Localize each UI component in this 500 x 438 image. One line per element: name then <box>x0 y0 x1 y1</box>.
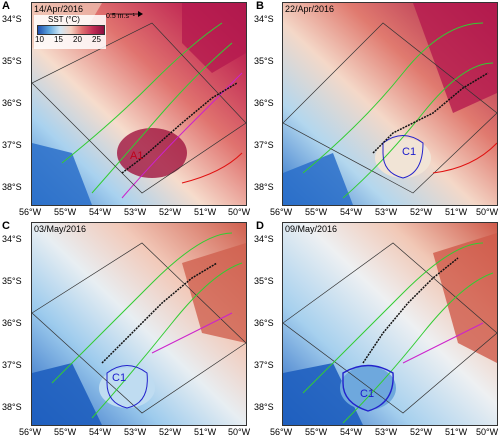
lat-label-c-34: 34°S <box>2 234 22 244</box>
lat-label-a-34: 34°S <box>2 14 22 24</box>
colorbar-tick-10: 10 <box>35 35 44 44</box>
lat-label-b-38: 38°S <box>254 182 274 192</box>
panel-label-b: B <box>256 0 264 12</box>
date-label-c: 03/May/2016 <box>34 224 87 234</box>
lon-label-c-56: 56°W <box>19 427 42 437</box>
lon-label-d-55: 55°W <box>305 427 328 437</box>
sst-map-d <box>283 223 497 425</box>
lon-label-b-51: 51°W <box>445 207 468 217</box>
lat-label-a-36: 36°S <box>2 98 22 108</box>
lat-label-d-34: 34°S <box>254 234 274 244</box>
lat-label-c-36: 36°S <box>2 318 22 328</box>
lon-label-b-52: 52°W <box>410 207 433 217</box>
lon-label-a-55: 55°W <box>54 207 77 217</box>
lat-label-d-38: 38°S <box>254 402 274 412</box>
lat-label-d-37: 37°S <box>254 360 274 370</box>
lat-label-a-37: 37°S <box>2 140 22 150</box>
lat-label-b-35: 35°S <box>254 56 274 66</box>
colorbar-tick-20: 20 <box>73 35 82 44</box>
lat-label-c-35: 35°S <box>2 276 22 286</box>
sst-map-c <box>32 223 246 425</box>
sst-map-b <box>283 3 497 205</box>
lat-label-d-36: 36°S <box>254 318 274 328</box>
sst-map-a <box>32 3 246 205</box>
lon-label-b-55: 55°W <box>305 207 328 217</box>
lon-label-c-51: 51°W <box>194 427 217 437</box>
lat-label-b-34: 34°S <box>254 14 274 24</box>
date-label-b: 22/Apr/2016 <box>285 4 335 14</box>
lat-label-c-37: 37°S <box>2 360 22 370</box>
lat-label-a-38: 38°S <box>2 182 22 192</box>
lon-label-c-54: 54°W <box>89 427 112 437</box>
lon-label-a-54: 54°W <box>89 207 112 217</box>
map-panel-d <box>282 222 498 426</box>
lon-label-a-53: 53°W <box>124 207 147 217</box>
scale-arrow-icon <box>110 11 143 17</box>
lon-label-b-54: 54°W <box>340 207 363 217</box>
lon-label-c-52: 52°W <box>159 427 182 437</box>
lon-label-b-56: 56°W <box>270 207 293 217</box>
lon-label-a-51: 51°W <box>194 207 217 217</box>
eddy-label-a: A1 <box>130 150 144 162</box>
colorbar-gradient <box>37 25 105 35</box>
lat-label-d-35: 35°S <box>254 276 274 286</box>
colorbar: SST (°C) 10 15 20 25 <box>34 15 106 49</box>
map-panel-a <box>31 2 247 206</box>
map-panel-c <box>31 222 247 426</box>
scale-arrow-label: 0.5 m.s⁻¹ <box>106 13 135 20</box>
colorbar-title: SST (°C) <box>48 15 80 24</box>
lat-label-b-37: 37°S <box>254 140 274 150</box>
date-label-d: 09/May/2016 <box>285 224 338 234</box>
date-label-a: 14/Apr/2016 <box>34 4 84 14</box>
panel-label-a: A <box>2 0 10 12</box>
lat-label-b-36: 36°S <box>254 98 274 108</box>
eddy-label-c: C1 <box>112 372 127 384</box>
lon-label-d-56: 56°W <box>270 427 293 437</box>
lon-label-a-50: 50°W <box>228 207 251 217</box>
eddy-label-d: C1 <box>360 388 375 400</box>
colorbar-tick-15: 15 <box>54 35 63 44</box>
lon-label-d-54: 54°W <box>340 427 363 437</box>
lon-label-a-52: 52°W <box>159 207 182 217</box>
lon-label-c-53: 53°W <box>124 427 147 437</box>
colorbar-tick-25: 25 <box>92 35 101 44</box>
lat-label-c-38: 38°S <box>2 402 22 412</box>
panel-label-c: C <box>2 220 10 232</box>
lon-label-b-53: 53°W <box>375 207 398 217</box>
scale-arrow: 0.5 m.s⁻¹ <box>106 5 148 20</box>
map-panel-b <box>282 2 498 206</box>
eddy-label-b: C1 <box>402 146 417 158</box>
lon-label-d-53: 53°W <box>375 427 398 437</box>
panel-label-d: D <box>256 220 264 232</box>
lat-label-a-35: 35°S <box>2 56 22 66</box>
lon-label-b-50: 50°W <box>476 207 499 217</box>
lon-label-d-51: 51°W <box>445 427 468 437</box>
lon-label-c-50: 50°W <box>228 427 251 437</box>
lon-label-d-50: 50°W <box>476 427 499 437</box>
lon-label-a-56: 56°W <box>19 207 42 217</box>
lon-label-d-52: 52°W <box>410 427 433 437</box>
lon-label-c-55: 55°W <box>54 427 77 437</box>
